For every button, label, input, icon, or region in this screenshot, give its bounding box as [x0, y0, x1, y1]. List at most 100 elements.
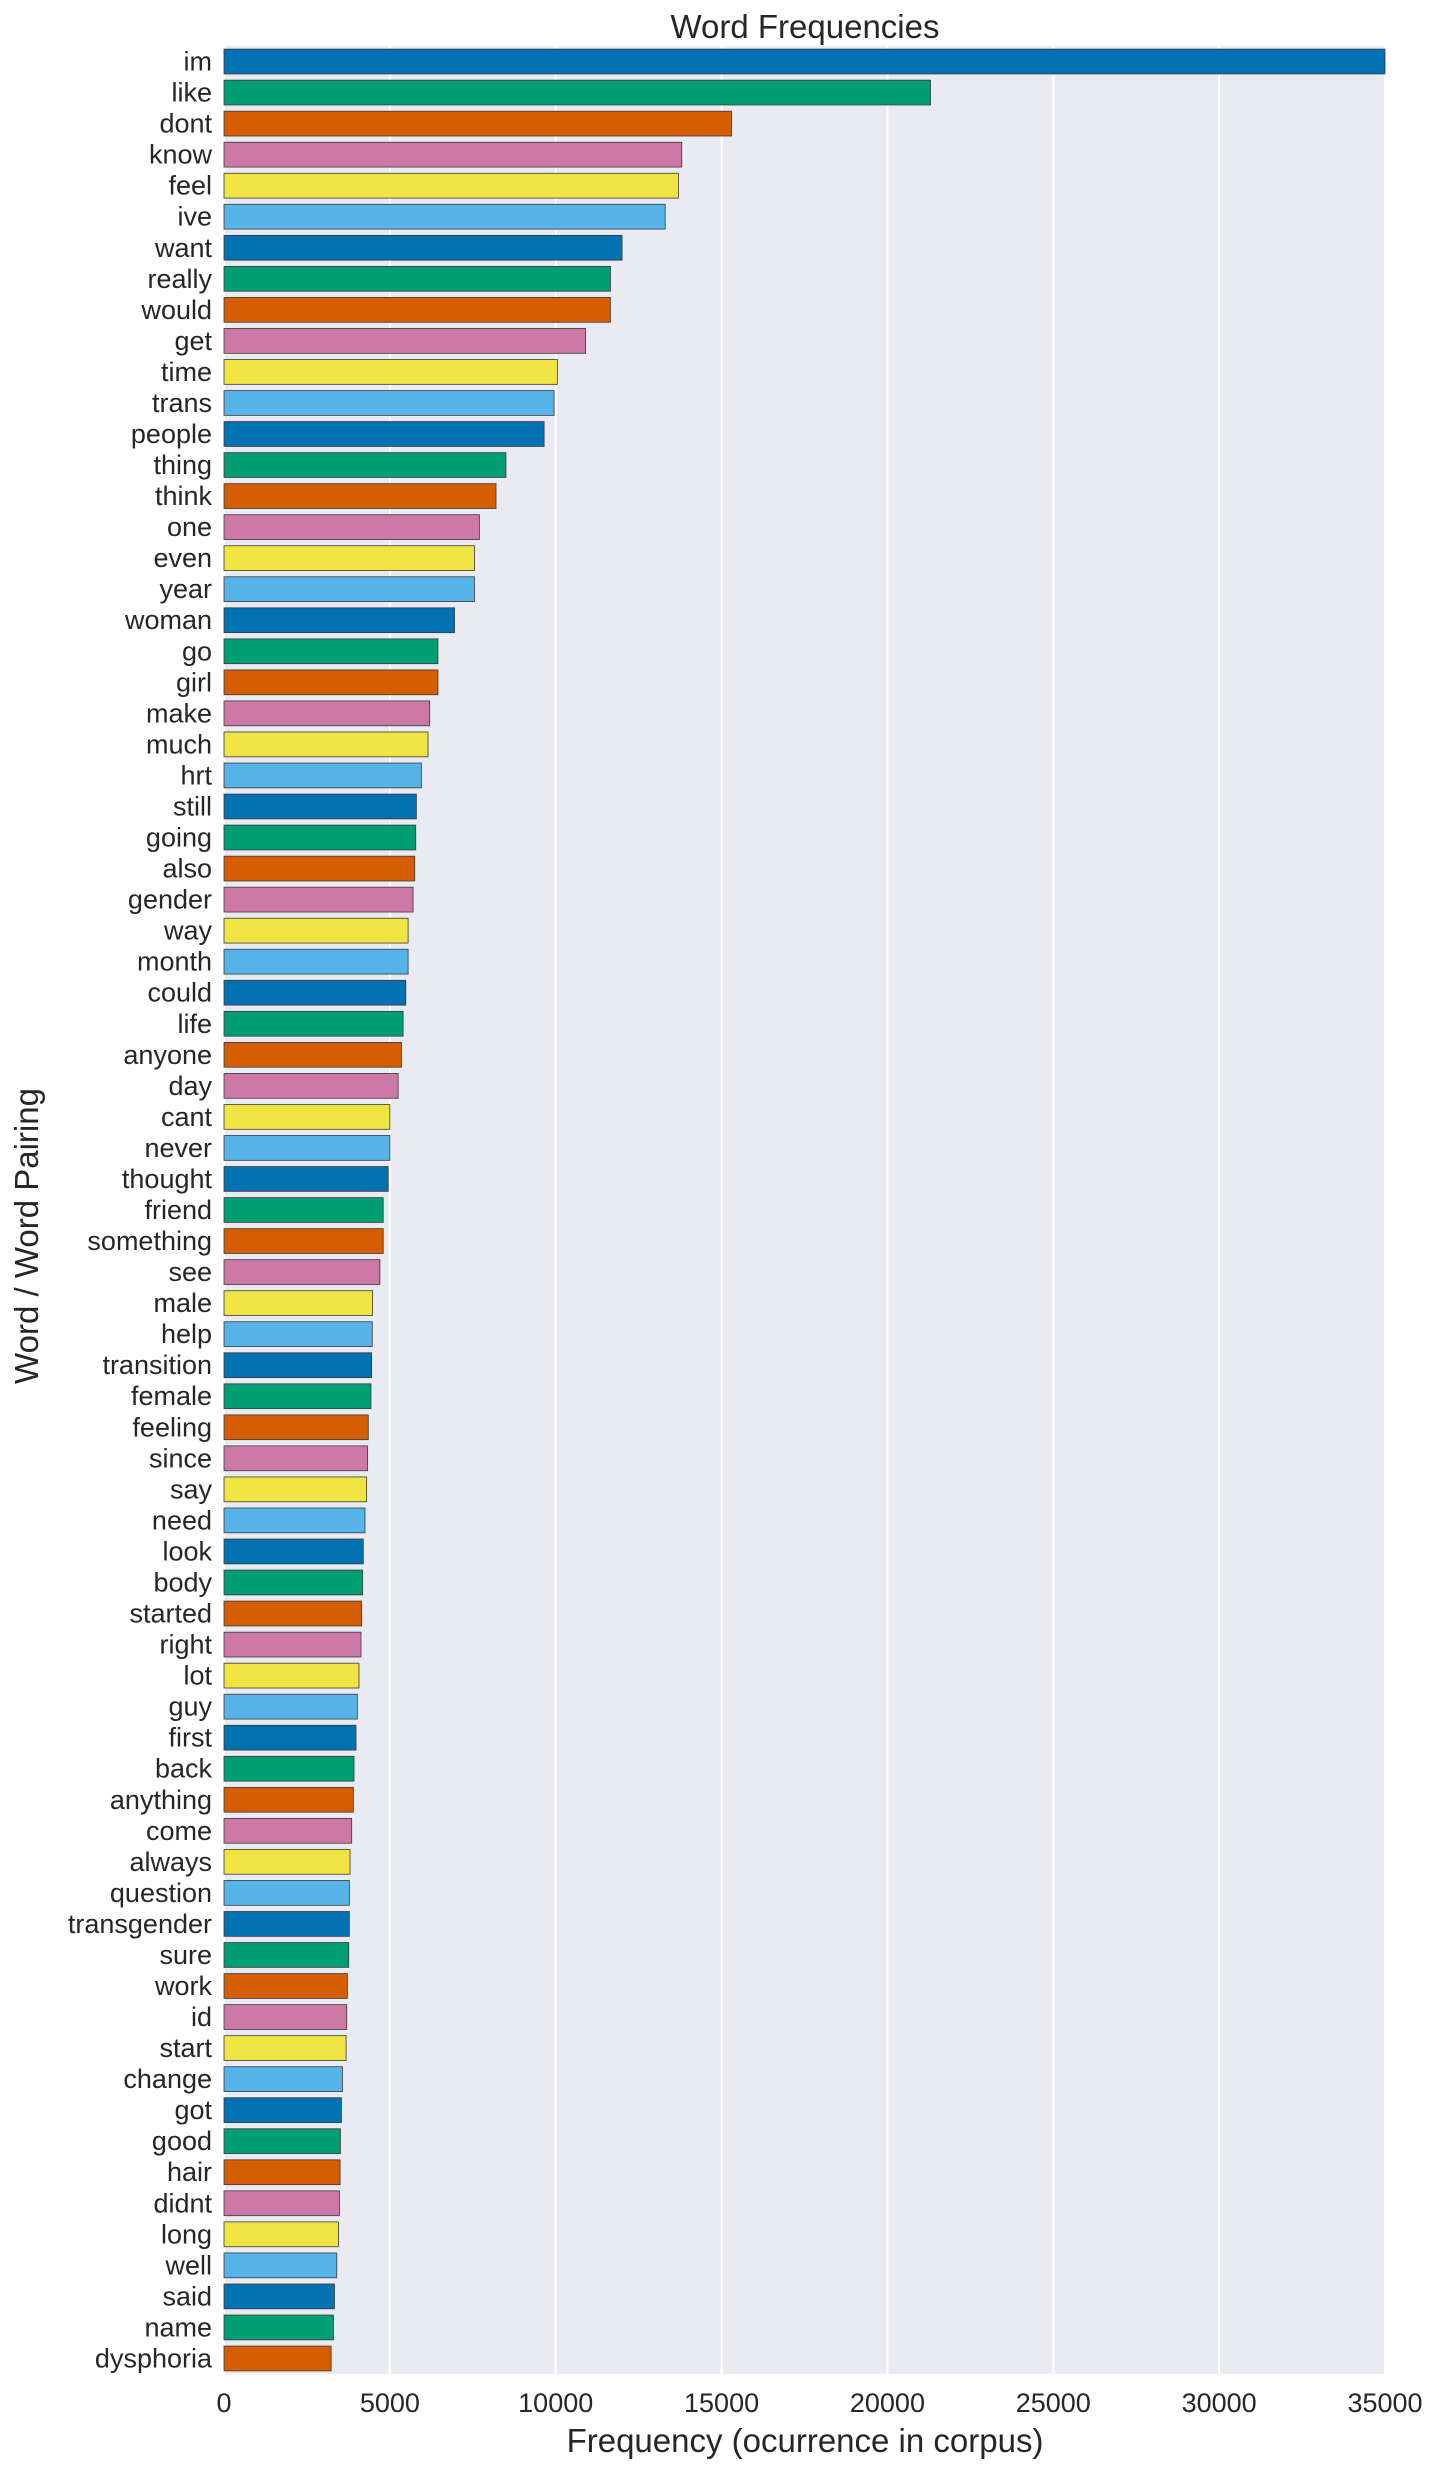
- bar-body: [223, 1569, 364, 1596]
- bar-way: [223, 917, 409, 944]
- y-tick-label-hrt: hrt: [180, 760, 212, 790]
- bar-time: [223, 359, 558, 385]
- bar-make: [223, 700, 431, 727]
- bar-name: [223, 2314, 334, 2341]
- x-tick-label: 25000: [1016, 2388, 1091, 2418]
- y-tick-label-time: time: [161, 357, 212, 387]
- bar-first: [223, 1724, 357, 1751]
- y-tick-label-come: come: [146, 1816, 212, 1846]
- x-tick-label: 30000: [1182, 2388, 1257, 2418]
- y-tick-label-know: know: [149, 140, 213, 170]
- y-tick-label-first: first: [169, 1723, 213, 1753]
- y-tick-label-cant: cant: [161, 1102, 213, 1132]
- bar-male: [223, 1290, 374, 1316]
- y-tick-label-also: also: [162, 854, 212, 884]
- bar-started: [223, 1600, 363, 1627]
- y-tick-label-guy: guy: [168, 1692, 212, 1722]
- bar-im: [223, 48, 1386, 75]
- bar-girl: [223, 669, 439, 696]
- y-tick-label-people: people: [131, 419, 212, 449]
- bar-dysphoria: [223, 2345, 332, 2372]
- x-tick-label: 10000: [518, 2388, 593, 2418]
- y-tick-label-could: could: [147, 978, 212, 1008]
- y-tick-label-see: see: [168, 1257, 212, 1287]
- y-tick-label-feeling: feeling: [132, 1412, 212, 1442]
- y-tick-label-sure: sure: [159, 1940, 212, 1970]
- y-tick-label-still: still: [173, 791, 212, 821]
- bars: [223, 48, 1386, 2372]
- bar-need: [223, 1507, 366, 1534]
- bar-even: [223, 545, 475, 571]
- bar-see: [223, 1259, 381, 1285]
- y-tick-label-going: going: [146, 823, 212, 853]
- y-tick-labels: imlikedontknowfeelivewantreallywouldgett…: [68, 47, 213, 2374]
- y-tick-label-name: name: [144, 2312, 212, 2342]
- bar-female: [223, 1383, 372, 1410]
- y-tick-label-really: really: [147, 264, 212, 294]
- y-tick-label-female: female: [131, 1381, 212, 1411]
- bar-guy: [223, 1693, 358, 1720]
- y-tick-label-get: get: [174, 326, 212, 356]
- y-tick-label-year: year: [159, 574, 212, 604]
- bar-like: [223, 79, 931, 106]
- y-tick-label-want: want: [154, 233, 213, 263]
- bar-transition: [223, 1352, 373, 1379]
- y-tick-label-id: id: [191, 2002, 212, 2032]
- y-tick-label-transition: transition: [102, 1350, 212, 1380]
- y-tick-label-thing: thing: [153, 450, 212, 480]
- bar-anyone: [223, 1041, 402, 1068]
- y-tick-label-trans: trans: [152, 388, 212, 418]
- y-tick-label-body: body: [153, 1567, 212, 1597]
- bar-gender: [223, 886, 414, 913]
- y-tick-label-gender: gender: [128, 885, 212, 915]
- bar-feel: [223, 172, 679, 199]
- y-tick-label-life: life: [177, 1009, 212, 1039]
- bar-know: [223, 141, 683, 168]
- y-tick-label-look: look: [162, 1536, 212, 1566]
- x-axis-title: Frequency (ocurrence in corpus): [567, 2422, 1044, 2459]
- bar-help: [223, 1321, 373, 1347]
- y-tick-label-lot: lot: [183, 1661, 212, 1691]
- bar-really: [223, 265, 611, 292]
- bar-didnt: [223, 2190, 340, 2217]
- bar-trans: [223, 390, 555, 416]
- bar-never: [223, 1135, 391, 1161]
- bar-anything: [223, 1786, 354, 1813]
- y-tick-label-transgender: transgender: [68, 1909, 212, 1939]
- y-tick-label-need: need: [152, 1505, 212, 1535]
- y-tick-label-work: work: [154, 1971, 213, 2001]
- bar-think: [223, 483, 497, 509]
- bar-want: [223, 234, 623, 261]
- bar-ive: [223, 203, 666, 230]
- y-tick-label-always: always: [129, 1847, 212, 1877]
- y-tick-label-right: right: [159, 1630, 212, 1660]
- bar-get: [223, 328, 586, 354]
- bar-work: [223, 1973, 348, 1999]
- y-tick-label-think: think: [155, 481, 213, 511]
- bar-cant: [223, 1104, 391, 1130]
- x-tick-label: 0: [216, 2388, 231, 2418]
- bar-people: [223, 421, 545, 447]
- bar-something: [223, 1228, 384, 1254]
- bar-right: [223, 1631, 362, 1658]
- y-tick-label-day: day: [168, 1071, 212, 1101]
- bar-could: [223, 979, 407, 1006]
- bar-friend: [223, 1197, 384, 1223]
- x-tick-label: 15000: [684, 2388, 759, 2418]
- bar-feeling: [223, 1414, 369, 1441]
- y-tick-label-im: im: [184, 47, 213, 77]
- y-tick-label-said: said: [162, 2281, 212, 2311]
- y-tick-label-something: something: [87, 1226, 212, 1256]
- bar-hair: [223, 2159, 341, 2186]
- bar-life: [223, 1010, 404, 1037]
- bar-year: [223, 576, 475, 603]
- bar-also: [223, 855, 416, 882]
- bar-transgender: [223, 1911, 350, 1937]
- y-tick-label-much: much: [146, 729, 212, 759]
- x-tick-label: 20000: [850, 2388, 925, 2418]
- bar-one: [223, 514, 480, 540]
- bar-good: [223, 2128, 341, 2155]
- y-tick-label-hair: hair: [167, 2157, 212, 2187]
- y-tick-label-dysphoria: dysphoria: [95, 2343, 213, 2373]
